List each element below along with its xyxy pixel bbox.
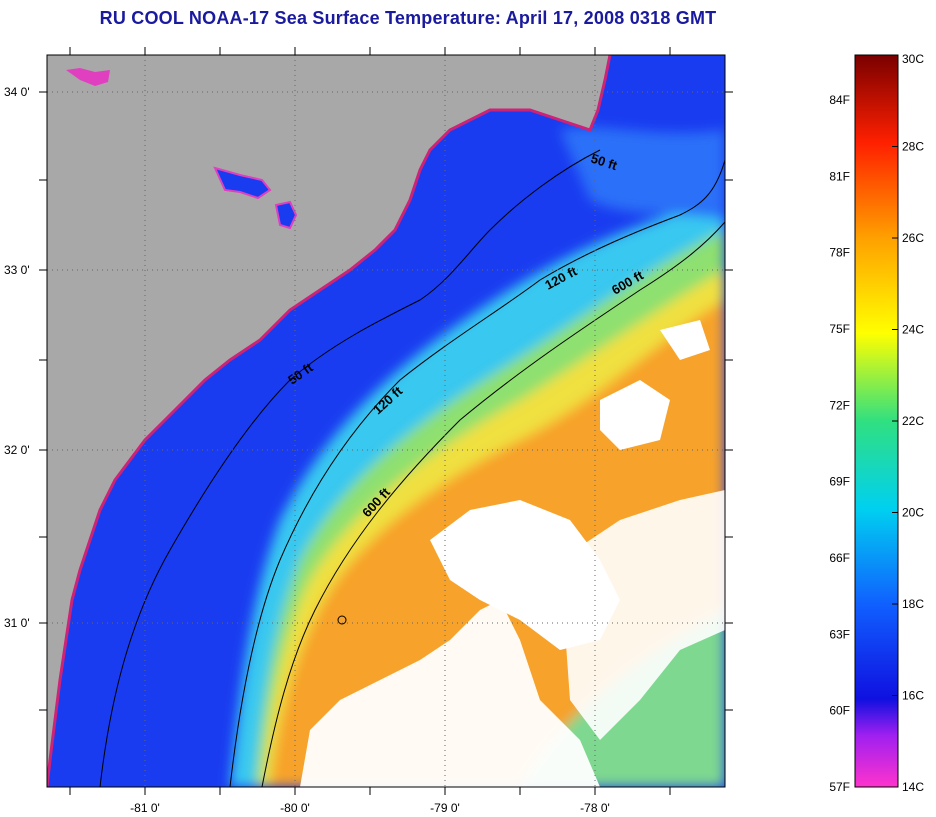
colorbar-celsius-labels: 30C 28C 26C 24C 22C 20C 18C 16C 14C [902,52,924,794]
lat-label-31: 31 0' [4,616,30,630]
colorbar-fahrenheit-labels: 84F 81F 78F 75F 72F 69F 66F 63F 60F 57F [829,93,850,794]
map-title: RU COOL NOAA-17 Sea Surface Temperature:… [0,8,936,29]
colorbar-label-c-3: 24C [902,323,924,337]
colorbar-label-c-5: 20C [902,506,924,520]
colorbar-label-f-7: 63F [829,627,850,641]
map-area: 50 ft 50 ft 120 ft 120 ft 600 ft 600 ft [47,55,725,787]
colorbar-label-f-0: 84F [829,93,850,107]
colorbar-gradient [854,54,899,788]
isobath-600ft [261,221,725,787]
isobath-50ft [99,149,601,787]
lon-label-81: -81 0' [130,801,160,815]
lake-moultrie [274,200,298,230]
cold-plume [560,127,725,220]
map-title-text: RU COOL NOAA-17 Sea Surface Temperature:… [99,8,717,28]
colorbar-label-c-1: 28C [902,140,924,154]
inland-water-patch [66,68,110,86]
lat-label-33: 33 0' [4,263,30,277]
land-mass [47,55,610,787]
lake-marion [213,166,272,200]
lon-label-78: -78 0' [580,801,610,815]
axis-ticks [39,47,733,795]
cloud-cover [300,320,725,787]
colorbar-label-f-5: 69F [829,475,850,489]
colorbar-label-f-1: 81F [829,169,850,183]
lat-label-32: 32 0' [4,443,30,457]
colorbar-celsius-ticks [892,54,898,788]
lat-label-34: 34 0' [4,85,30,99]
isobaths [99,149,725,787]
lat-lon-grid [47,55,725,787]
colorbar-label-f-2: 78F [829,246,850,260]
colorbar-label-f-4: 72F [829,398,850,412]
lon-label-80: -80 0' [280,801,310,815]
coastline [47,55,612,787]
colorbar: 30C 28C 26C 24C 22C 20C 18C 16C 14C 84F 81F 78F 75F… [829,52,924,794]
colorbar-label-c-4: 22C [902,414,924,428]
map-frame [46,54,726,788]
colorbar-label-f-3: 75F [829,322,850,336]
colorbar-label-c-2: 26C [902,231,924,245]
colorbar-label-c-8: 14C [902,780,924,794]
isobath-120ft [229,159,725,787]
colorbar-label-f-8: 60F [829,704,850,718]
colorbar-label-c-0: 30C [902,52,924,66]
contour-eddy [337,615,347,625]
colorbar-label-f-9: 57F [829,780,850,794]
colorbar-label-c-7: 16C [902,689,924,703]
colorbar-label-f-6: 66F [829,551,850,565]
lon-label-79: -79 0' [430,801,460,815]
colorbar-label-c-6: 18C [902,597,924,611]
